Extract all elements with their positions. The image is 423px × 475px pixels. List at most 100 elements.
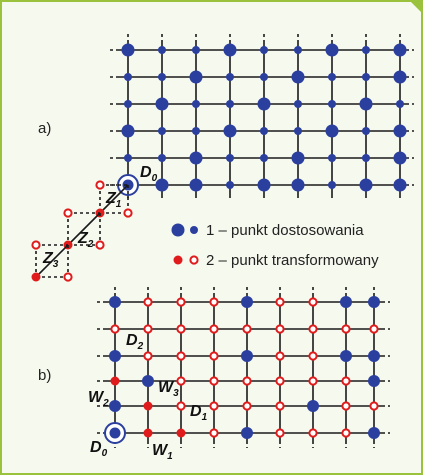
adjustment-point: [121, 124, 135, 138]
adjustment-point: [155, 178, 169, 192]
grid-b-points: [104, 296, 380, 444]
transformed-point-hollow: [31, 240, 41, 250]
adjustment-point: [189, 70, 203, 84]
transformation-steps: [31, 180, 133, 282]
transformed-point-hollow: [341, 428, 351, 438]
transformed-point-hollow: [308, 376, 318, 386]
adjustment-point: [294, 100, 302, 108]
legend-adjustment-small-point: [190, 226, 198, 234]
transformed-point-hollow: [176, 401, 186, 411]
step-diagonal: [67, 212, 101, 246]
adjustment-point: [393, 43, 407, 57]
grid-b: [97, 287, 390, 448]
adjustment-point: [328, 100, 336, 108]
adjustment-point: [158, 127, 166, 135]
label-z2: Z2: [77, 230, 94, 250]
adjustment-point: [124, 154, 132, 162]
transformed-point-hollow: [308, 324, 318, 334]
transformed-point-hollow: [209, 324, 219, 334]
adjustment-point: [158, 46, 166, 54]
adjustment-point: [241, 296, 253, 308]
transformed-point-hollow: [209, 401, 219, 411]
adjustment-point: [260, 46, 268, 54]
adjustment-point: [241, 350, 253, 362]
adjustment-point: [257, 97, 271, 111]
adjustment-point: [294, 46, 302, 54]
step-diagonal: [99, 184, 129, 214]
label-z1: Z1: [105, 190, 122, 210]
adjustment-point: [121, 43, 135, 57]
adjustment-point: [368, 350, 380, 362]
transformed-point-hollow: [209, 351, 219, 361]
transformed-point-hollow: [95, 240, 105, 250]
adjustment-point: [328, 154, 336, 162]
adjustment-point: [226, 100, 234, 108]
label-d2: D2: [126, 332, 144, 352]
adjustment-point: [189, 151, 203, 165]
adjustment-point: [192, 100, 200, 108]
panel-label-a: a): [38, 120, 51, 137]
adjustment-point: [142, 375, 154, 387]
adjustment-point: [291, 178, 305, 192]
adjustment-point: [257, 178, 271, 192]
adjustment-point: [362, 127, 370, 135]
adjustment-point: [109, 350, 121, 362]
adjustment-point: [260, 73, 268, 81]
transformed-point-hollow: [242, 376, 252, 386]
transformed-point-hollow: [143, 324, 153, 334]
transformed-point-hollow: [275, 376, 285, 386]
label-w2: W2: [88, 389, 109, 409]
adjustment-point: [396, 100, 404, 108]
legend-transformed-solid-point: [173, 255, 183, 265]
label-d0-a: D0: [140, 164, 158, 184]
transformed-point-hollow: [176, 376, 186, 386]
transformed-point-hollow: [176, 324, 186, 334]
legend-item-adjustment: 1 – punkt dostosowania: [206, 222, 364, 239]
adjustment-point: [393, 70, 407, 84]
adjustment-point: [291, 151, 305, 165]
adjustment-point: [368, 375, 380, 387]
adjustment-point: [124, 73, 132, 81]
transformed-point-hollow: [63, 208, 73, 218]
transformed-point-hollow: [275, 428, 285, 438]
transformed-point-hollow: [308, 297, 318, 307]
adjustment-point: [192, 127, 200, 135]
frame-corner-tab: [409, 0, 423, 14]
transformed-point-hollow: [63, 272, 73, 282]
transformed-point-hollow: [341, 401, 351, 411]
adjustment-point: [109, 400, 121, 412]
transformed-point-hollow: [275, 351, 285, 361]
adjustment-point: [340, 296, 352, 308]
adjustment-point: [294, 127, 302, 135]
transformed-point-solid: [143, 428, 153, 438]
adjustment-point: [192, 46, 200, 54]
adjustment-point: [359, 178, 373, 192]
adjustment-point: [340, 350, 352, 362]
transformed-point-hollow: [176, 297, 186, 307]
transformed-point-hollow: [123, 208, 133, 218]
adjustment-point: [362, 46, 370, 54]
transformed-point-hollow: [143, 297, 153, 307]
adjustment-point: [226, 181, 234, 189]
adjustment-point: [359, 97, 373, 111]
origin-point-d0-b-core: [109, 427, 121, 439]
transformed-point-hollow: [209, 428, 219, 438]
adjustment-point: [124, 100, 132, 108]
adjustment-point: [393, 151, 407, 165]
step-diagonal: [35, 244, 69, 278]
adjustment-point: [158, 73, 166, 81]
adjustment-point: [325, 124, 339, 138]
label-z3: Z3: [42, 250, 59, 270]
adjustment-point: [368, 296, 380, 308]
panel-label-b: b): [38, 367, 51, 384]
label-d1: D1: [190, 403, 208, 423]
transformed-point-hollow: [308, 428, 318, 438]
adjustment-point: [362, 73, 370, 81]
transformed-point-hollow: [242, 324, 252, 334]
transformed-point-hollow: [341, 324, 351, 334]
transformed-point-hollow: [308, 351, 318, 361]
adjustment-point: [393, 178, 407, 192]
transformed-point-hollow: [275, 324, 285, 334]
transformed-point-hollow: [143, 351, 153, 361]
adjustment-point: [241, 427, 253, 439]
